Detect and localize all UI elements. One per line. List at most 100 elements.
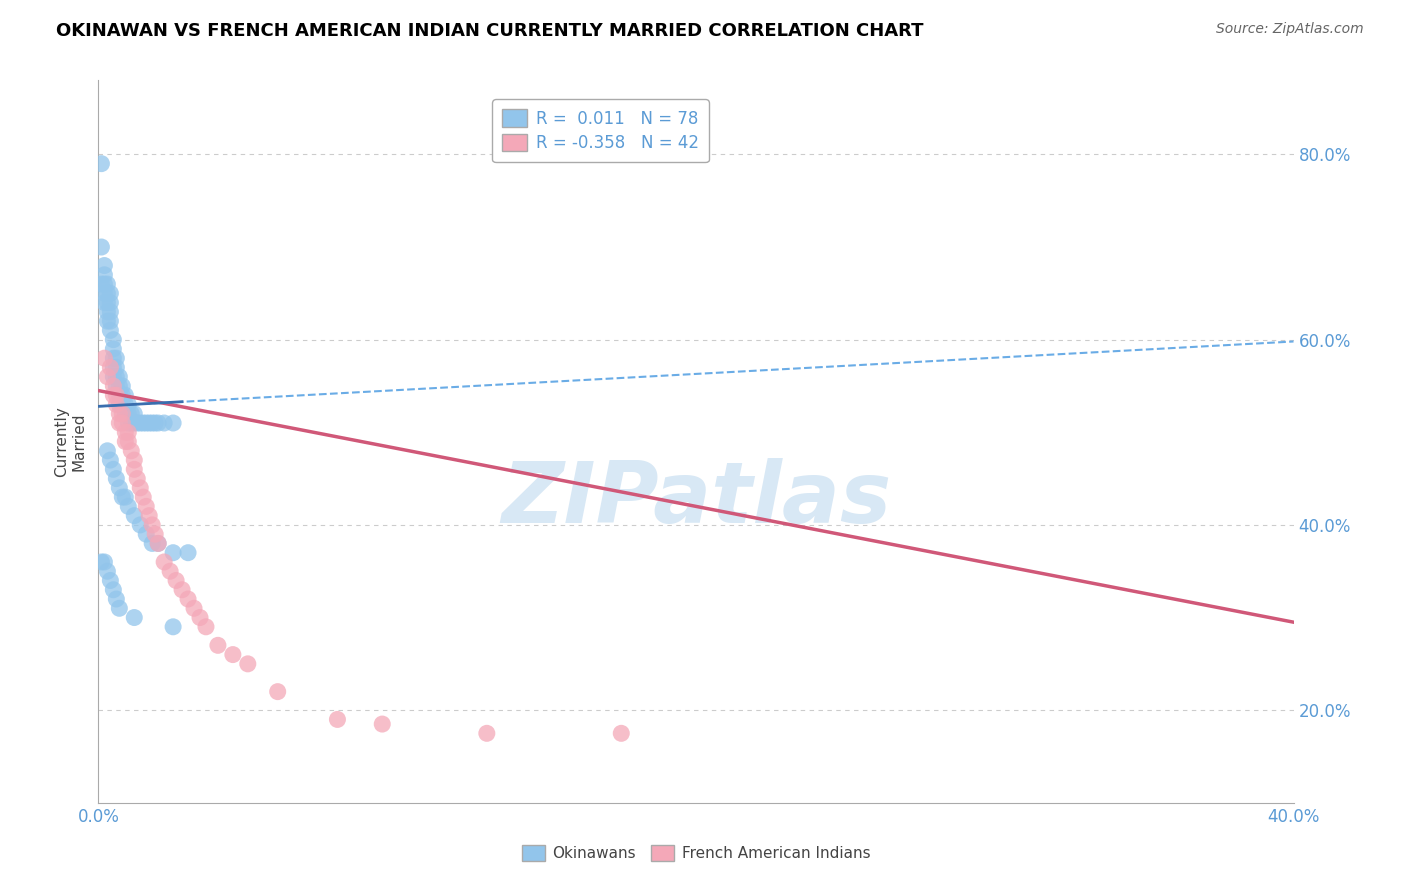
Point	[90, 156, 112, 170]
Point	[98, 574, 122, 588]
Point	[114, 388, 136, 402]
Point	[105, 388, 128, 402]
Point	[148, 416, 170, 430]
Point	[114, 490, 136, 504]
Point	[96, 286, 118, 301]
Point	[124, 416, 146, 430]
Point	[117, 500, 139, 514]
Point	[120, 443, 142, 458]
Point	[96, 314, 118, 328]
Point	[127, 472, 149, 486]
Legend: Okinawans, French American Indians: Okinawans, French American Indians	[516, 839, 876, 867]
Point	[96, 369, 118, 384]
Point	[148, 536, 170, 550]
Point	[141, 416, 163, 430]
Point	[129, 517, 152, 532]
Point	[129, 481, 152, 495]
Point	[108, 601, 131, 615]
Point	[98, 360, 122, 375]
Point	[108, 416, 131, 430]
Point	[124, 610, 146, 624]
Point	[93, 555, 115, 569]
Point	[138, 508, 160, 523]
Point	[98, 453, 122, 467]
Point	[103, 342, 125, 356]
Point	[141, 536, 163, 550]
Point	[159, 564, 181, 578]
Point	[96, 295, 118, 310]
Point	[207, 638, 229, 652]
Point	[135, 416, 157, 430]
Point	[172, 582, 194, 597]
Point	[105, 472, 128, 486]
Point	[132, 416, 155, 430]
Point	[103, 333, 125, 347]
Point	[93, 295, 115, 310]
Point	[117, 407, 139, 421]
Point	[96, 305, 118, 319]
Point	[96, 564, 118, 578]
Point	[326, 713, 349, 727]
Point	[90, 555, 112, 569]
Point	[108, 388, 131, 402]
Point	[98, 323, 122, 337]
Point	[162, 546, 184, 560]
Point	[162, 620, 184, 634]
Point	[105, 369, 128, 384]
Point	[371, 717, 394, 731]
Point	[143, 527, 166, 541]
Point	[105, 592, 128, 607]
Point	[267, 684, 290, 698]
Point	[98, 314, 122, 328]
Point	[177, 546, 200, 560]
Point	[108, 407, 131, 421]
Point	[117, 397, 139, 411]
Point	[141, 517, 163, 532]
Point	[124, 508, 146, 523]
Point	[129, 416, 152, 430]
Point	[103, 369, 125, 384]
Point	[135, 527, 157, 541]
Point	[108, 481, 131, 495]
Point	[114, 425, 136, 440]
Point	[105, 360, 128, 375]
Point	[90, 240, 112, 254]
Point	[108, 397, 131, 411]
Point	[96, 277, 118, 291]
Point	[108, 379, 131, 393]
Point	[120, 416, 142, 430]
Point	[183, 601, 205, 615]
Point	[111, 397, 134, 411]
Point	[475, 726, 498, 740]
Point	[103, 582, 125, 597]
Point	[153, 416, 176, 430]
Point	[111, 379, 134, 393]
Point	[236, 657, 259, 671]
Point	[111, 416, 134, 430]
Point	[124, 407, 146, 421]
Point	[124, 453, 146, 467]
Text: OKINAWAN VS FRENCH AMERICAN INDIAN CURRENTLY MARRIED CORRELATION CHART: OKINAWAN VS FRENCH AMERICAN INDIAN CURRE…	[56, 22, 924, 40]
Point	[117, 434, 139, 449]
Point	[162, 416, 184, 430]
Point	[148, 536, 170, 550]
Point	[105, 397, 128, 411]
Point	[222, 648, 245, 662]
Point	[111, 407, 134, 421]
Point	[96, 443, 118, 458]
Point	[114, 407, 136, 421]
Point	[153, 555, 176, 569]
Point	[610, 726, 633, 740]
Point	[111, 388, 134, 402]
Point	[93, 259, 115, 273]
Point	[117, 425, 139, 440]
Point	[105, 379, 128, 393]
Point	[143, 416, 166, 430]
Point	[132, 490, 155, 504]
Point	[98, 286, 122, 301]
Point	[165, 574, 187, 588]
Point	[93, 277, 115, 291]
Point	[98, 305, 122, 319]
Point	[177, 592, 200, 607]
Point	[111, 490, 134, 504]
